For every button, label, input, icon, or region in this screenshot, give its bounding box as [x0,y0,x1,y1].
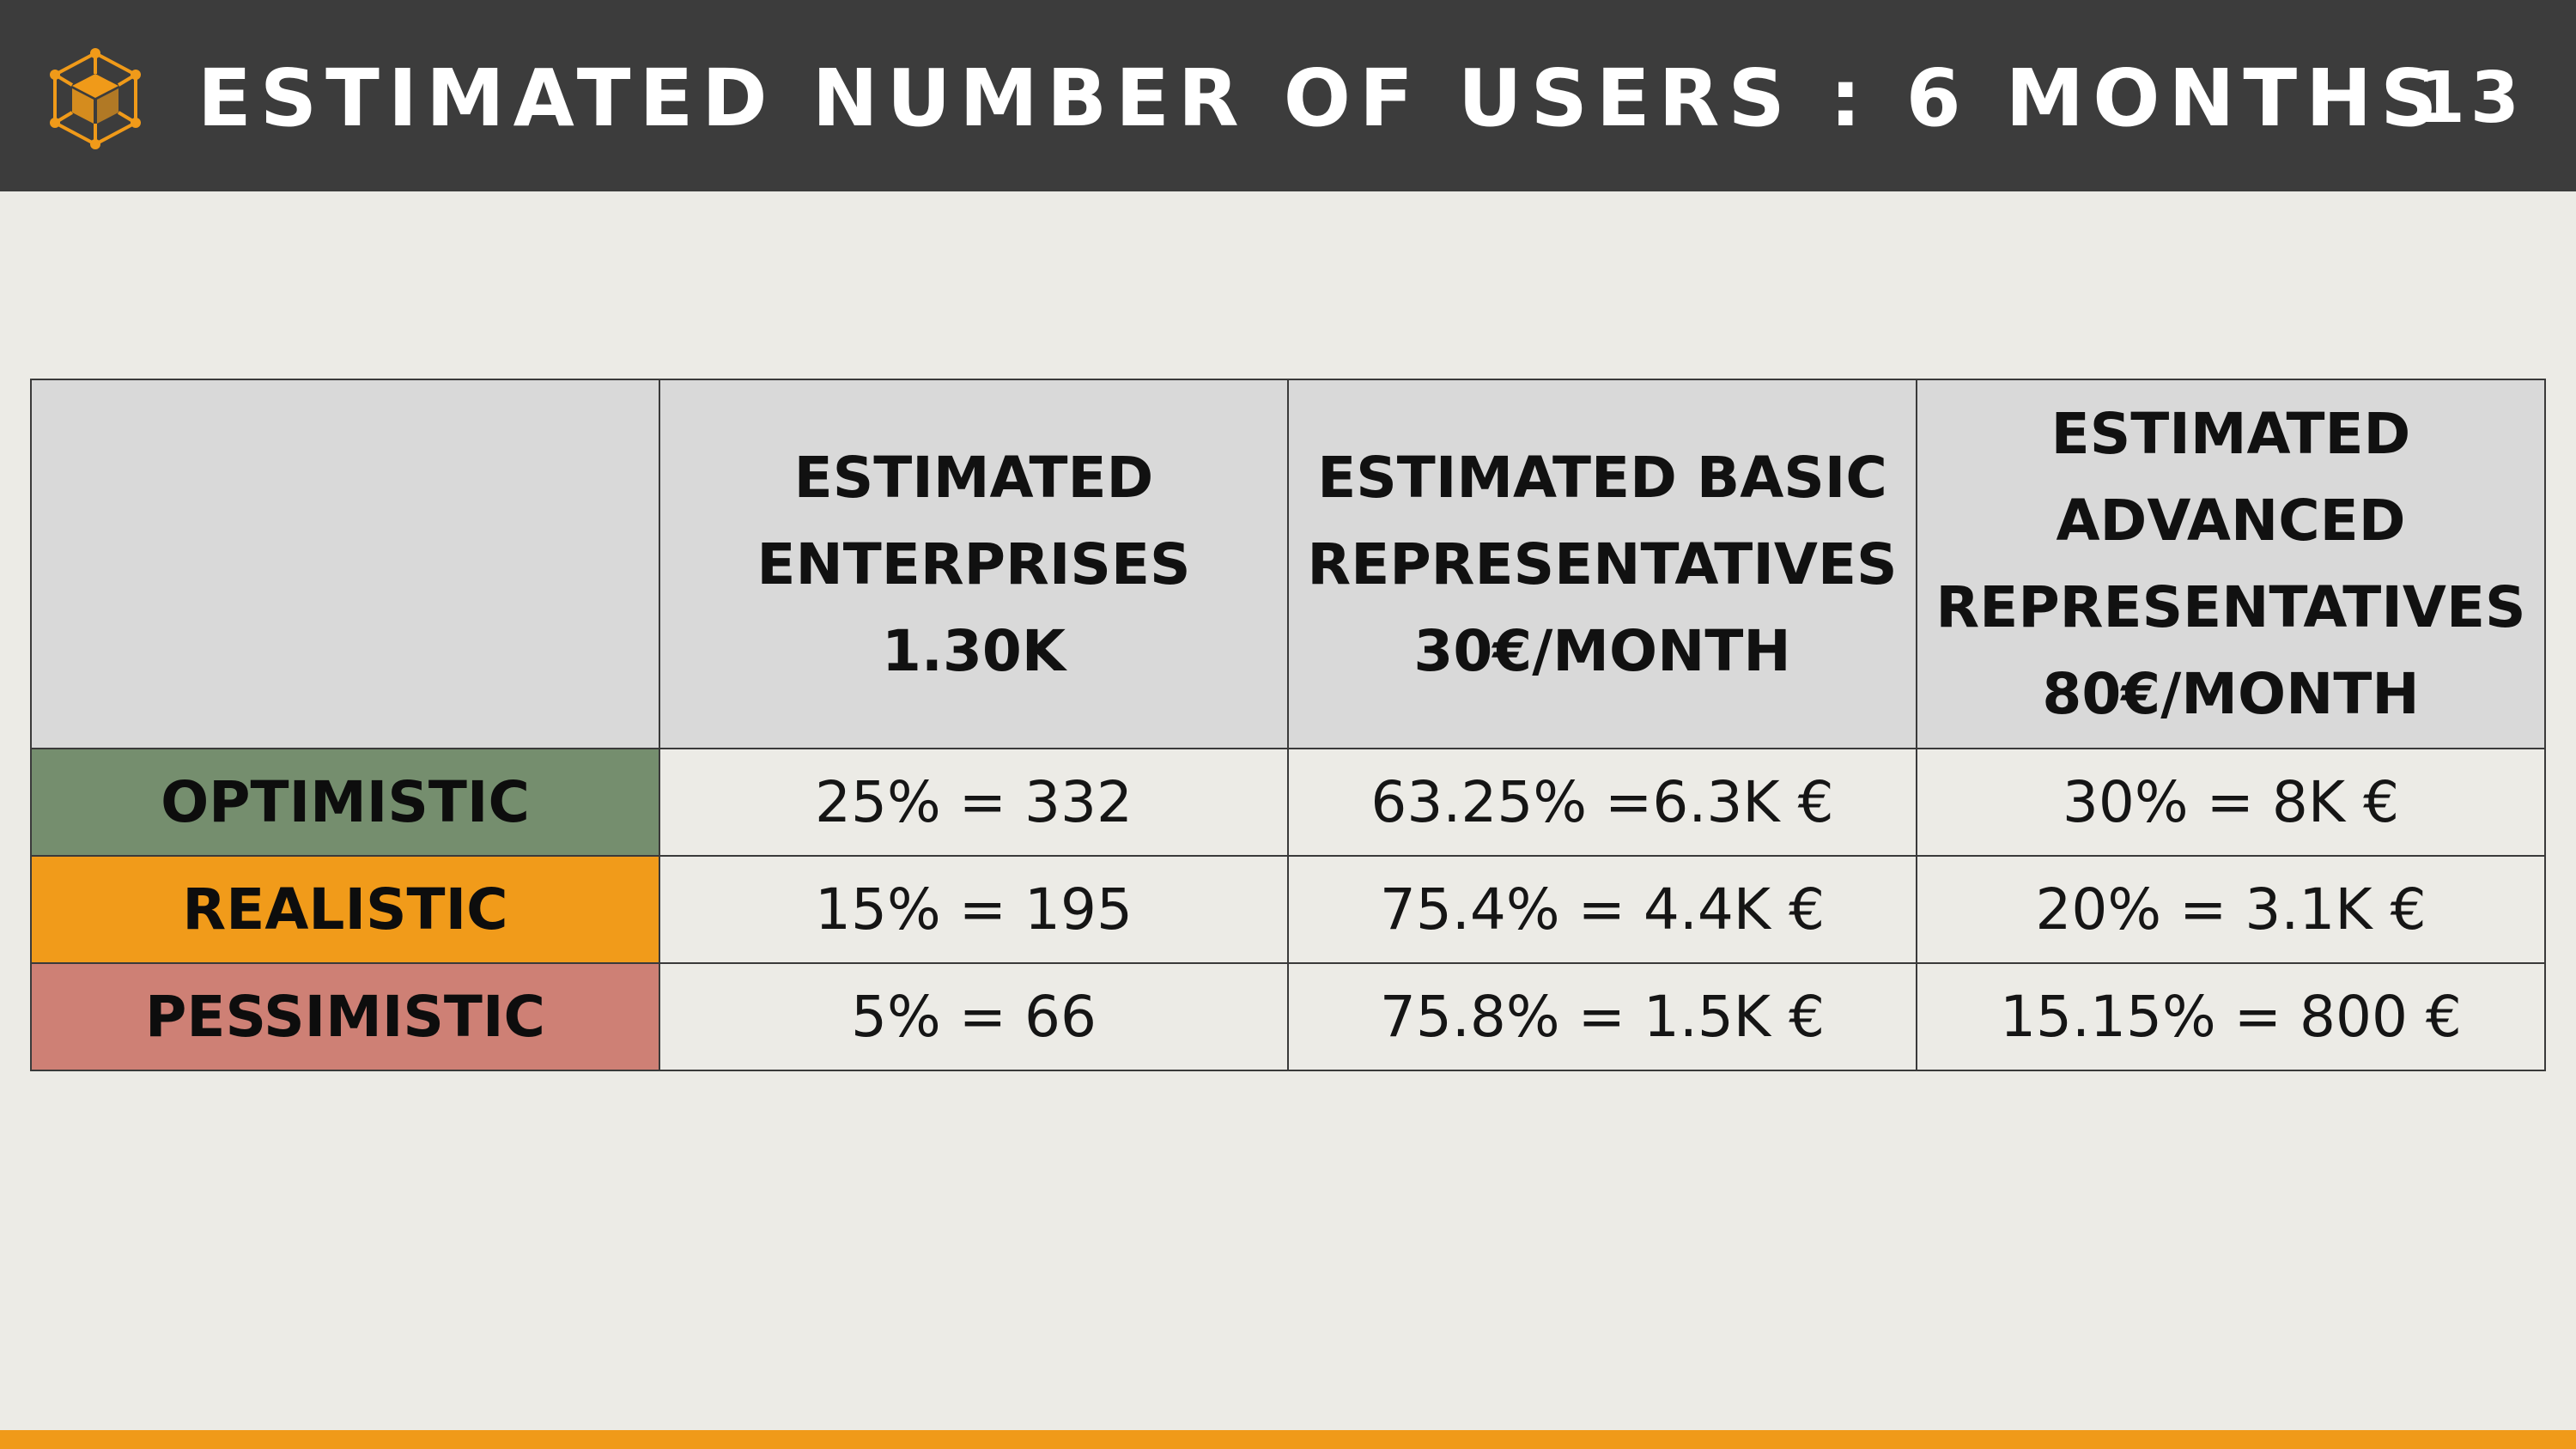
footer-accent-bar [0,1430,2576,1449]
scenario-pessimistic: PESSIMISTIC [30,962,660,1071]
page-number: 13 [2415,58,2524,139]
table-row-realistic: REALISTIC 15% = 195 75.4% = 4.4K € 20% =… [30,855,2546,964]
slide-title: ESTIMATED NUMBER OF USERS : 6 MONTHS [197,52,2446,144]
cell-enterprises: 15% = 195 [659,855,1289,964]
header-advanced-representatives: ESTIMATED ADVANCED REPRESENTATIVES 80€/M… [1916,379,2546,749]
table-row-pessimistic: PESSIMISTIC 5% = 66 75.8% = 1.5K € 15.15… [30,962,2546,1071]
cell-advanced: 15.15% = 800 € [1916,962,2546,1071]
cell-enterprises: 5% = 66 [659,962,1289,1071]
cell-basic: 75.4% = 4.4K € [1287,855,1917,964]
header-enterprises: ESTIMATED ENTERPRISES 1.30K [659,379,1289,749]
cell-advanced: 30% = 8K € [1916,748,2546,857]
cube-network-icon [50,48,141,149]
users-estimate-table: ESTIMATED ENTERPRISES 1.30K ESTIMATED BA… [30,379,2546,1071]
cell-advanced: 20% = 3.1K € [1916,855,2546,964]
slide-header: ESTIMATED NUMBER OF USERS : 6 MONTHS 13 [0,0,2576,191]
header-corner-cell [30,379,660,749]
cell-enterprises: 25% = 332 [659,748,1289,857]
table-row-optimistic: OPTIMISTIC 25% = 332 63.25% =6.3K € 30% … [30,748,2546,857]
cell-basic: 63.25% =6.3K € [1287,748,1917,857]
header-basic-representatives: ESTIMATED BASIC REPRESENTATIVES 30€/MONT… [1287,379,1917,749]
cell-basic: 75.8% = 1.5K € [1287,962,1917,1071]
scenario-realistic: REALISTIC [30,855,660,964]
scenario-optimistic: OPTIMISTIC [30,748,660,857]
table-header-row: ESTIMATED ENTERPRISES 1.30K ESTIMATED BA… [30,379,2546,749]
